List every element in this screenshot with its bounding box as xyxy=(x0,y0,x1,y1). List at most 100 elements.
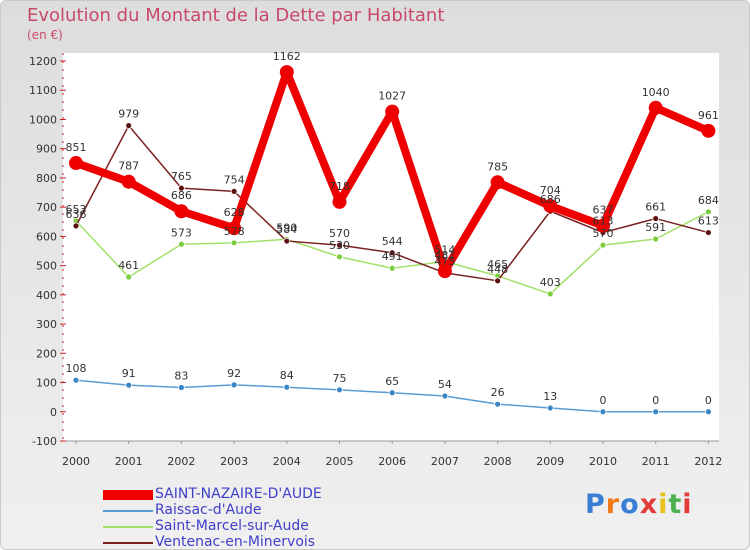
unit-label: (en €) xyxy=(27,28,63,42)
data-point-saint-nazaire xyxy=(385,104,400,119)
data-label-saint-nazaire: 637 xyxy=(593,204,614,217)
data-label-ventenac: 979 xyxy=(118,108,139,121)
logo-letter: i xyxy=(658,489,669,520)
data-label-ventenac: 475 xyxy=(434,255,455,268)
data-label-saint-nazaire: 787 xyxy=(118,160,139,173)
data-label-raissac: 26 xyxy=(491,386,505,399)
data-point-ventenac xyxy=(230,187,238,195)
data-label-raissac: 0 xyxy=(652,394,659,407)
legend-swatch-saint-marcel xyxy=(103,526,153,528)
data-point-saint-nazaire xyxy=(69,156,83,171)
data-point-raissac xyxy=(599,408,607,416)
data-label-ventenac: 754 xyxy=(224,173,245,186)
data-point-raissac xyxy=(230,381,238,389)
data-label-ventenac: 570 xyxy=(329,227,350,240)
x-tick-label: 2007 xyxy=(431,455,459,468)
x-tick-label: 2002 xyxy=(167,455,195,468)
x-tick-label: 2012 xyxy=(694,455,722,468)
x-tick-label: 2010 xyxy=(589,455,617,468)
data-label-raissac: 91 xyxy=(122,367,136,380)
data-point-ventenac xyxy=(652,215,660,222)
x-tick-label: 2011 xyxy=(642,455,670,468)
data-point-raissac xyxy=(283,383,291,391)
legend-swatch-ventenac xyxy=(103,542,153,544)
x-tick-label: 2009 xyxy=(536,455,564,468)
data-label-raissac: 84 xyxy=(280,369,294,382)
data-label-saint-marcel: 461 xyxy=(118,259,139,272)
data-label-ventenac: 613 xyxy=(593,215,614,228)
data-point-raissac xyxy=(177,384,185,391)
data-point-saint-nazaire xyxy=(596,218,610,233)
data-label-raissac: 75 xyxy=(333,372,347,385)
data-label-saint-marcel: 591 xyxy=(645,221,666,234)
data-label-saint-marcel: 590 xyxy=(276,221,297,234)
y-tick-label: 400 xyxy=(36,289,57,302)
data-label-raissac: 0 xyxy=(705,394,712,407)
data-label-saint-marcel: 573 xyxy=(171,226,192,239)
data-label-raissac: 13 xyxy=(543,390,557,403)
data-point-ventenac xyxy=(336,241,343,249)
data-label-saint-nazaire: 704 xyxy=(540,184,561,197)
data-label-raissac: 65 xyxy=(385,375,399,388)
data-label-saint-nazaire: 851 xyxy=(66,141,87,154)
data-label-saint-marcel: 403 xyxy=(540,276,561,289)
data-label-ventenac: 613 xyxy=(698,215,719,228)
proxiti-logo: Proxiti xyxy=(585,489,693,520)
data-label-ventenac: 544 xyxy=(382,235,403,248)
y-tick-label: 1200 xyxy=(29,55,57,68)
logo-letter: x xyxy=(639,489,659,520)
chart-title: Evolution du Montant de la Dette par Hab… xyxy=(27,5,445,26)
data-label-saint-nazaire: 1162 xyxy=(273,50,301,63)
logo-letter: P xyxy=(585,489,606,520)
data-label-saint-marcel: 465 xyxy=(487,258,508,271)
data-point-saint-marcel xyxy=(546,290,554,298)
data-point-saint-marcel xyxy=(599,241,607,249)
logo-letter: o xyxy=(620,489,640,520)
data-label-ventenac: 584 xyxy=(276,223,297,236)
data-point-saint-nazaire xyxy=(332,194,347,209)
data-label-ventenac: 686 xyxy=(540,193,561,206)
data-point-ventenac xyxy=(494,277,502,285)
x-tick-label: 2005 xyxy=(326,455,354,468)
data-point-ventenac xyxy=(705,229,712,236)
data-label-raissac: 0 xyxy=(600,394,607,407)
data-label-saint-marcel: 684 xyxy=(698,194,719,207)
x-tick-label: 2003 xyxy=(220,455,248,468)
data-label-saint-nazaire: 718 xyxy=(329,180,350,193)
data-point-raissac xyxy=(546,404,554,412)
data-label-saint-nazaire: 686 xyxy=(171,189,192,202)
data-point-saint-marcel xyxy=(177,240,185,248)
data-point-ventenac xyxy=(283,237,291,245)
data-label-saint-marcel: 491 xyxy=(382,250,403,263)
data-label-ventenac: 765 xyxy=(171,170,192,183)
y-tick-label: 1000 xyxy=(29,113,57,126)
x-tick-label: 2004 xyxy=(273,455,301,468)
y-tick-label: 900 xyxy=(36,143,57,156)
data-point-saint-nazaire xyxy=(490,175,505,190)
legend-swatch-raissac xyxy=(103,510,153,512)
data-point-raissac xyxy=(336,386,343,394)
y-tick-label: 600 xyxy=(36,230,57,243)
legend-label-saint-nazaire: SAINT-NAZAIRE-D'AUDE xyxy=(155,486,322,502)
data-label-saint-nazaire: 785 xyxy=(487,160,508,173)
data-label-saint-nazaire: 1040 xyxy=(642,86,670,99)
data-point-saint-nazaire xyxy=(437,264,452,279)
data-label-saint-nazaire: 1027 xyxy=(378,90,406,103)
data-point-saint-marcel xyxy=(336,253,343,261)
legend-swatch-saint-nazaire xyxy=(103,490,153,500)
data-label-saint-nazaire: 961 xyxy=(698,109,719,122)
data-point-saint-marcel xyxy=(705,208,712,216)
data-label-raissac: 54 xyxy=(438,378,452,391)
x-tick-label: 2006 xyxy=(378,455,406,468)
data-point-saint-marcel xyxy=(388,264,396,272)
y-tick-label: 800 xyxy=(36,172,57,185)
data-point-raissac xyxy=(705,408,712,416)
data-point-saint-nazaire xyxy=(121,174,136,189)
y-tick-label: -100 xyxy=(32,435,57,448)
data-point-ventenac xyxy=(388,249,396,257)
data-point-raissac xyxy=(388,389,396,397)
logo-letter: i xyxy=(682,489,693,520)
legend-label-ventenac: Ventenac-en-Minervois xyxy=(155,534,316,550)
